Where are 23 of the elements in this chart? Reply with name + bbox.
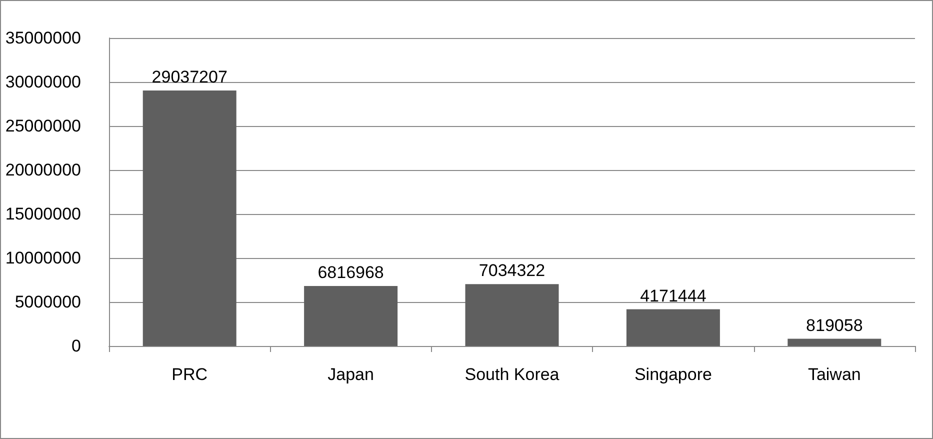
x-tick-label: PRC	[172, 365, 208, 384]
y-tick-label: 25000000	[5, 116, 81, 136]
y-tick-label: 35000000	[5, 28, 81, 48]
y-tick-label: 10000000	[5, 248, 81, 268]
bar	[304, 286, 398, 346]
y-tick-label: 30000000	[5, 72, 81, 92]
y-tick-label: 5000000	[14, 292, 81, 312]
y-tick-label: 0	[72, 336, 81, 356]
y-tick-label: 15000000	[5, 204, 81, 224]
x-tick-label: Singapore	[634, 365, 712, 384]
data-label: 819058	[806, 316, 863, 335]
data-label: 6816968	[318, 263, 384, 282]
data-label: 29037207	[152, 67, 228, 86]
bar	[142, 90, 236, 346]
x-tick-label: Taiwan	[808, 365, 861, 384]
bar	[788, 338, 882, 346]
bar	[626, 309, 720, 346]
y-tick-label: 20000000	[5, 160, 81, 180]
bar	[465, 284, 559, 346]
data-label: 7034322	[478, 261, 546, 280]
x-tick-label: South Korea	[464, 365, 560, 384]
x-tick-label: Japan	[328, 365, 374, 384]
data-label: 4171444	[640, 286, 706, 306]
